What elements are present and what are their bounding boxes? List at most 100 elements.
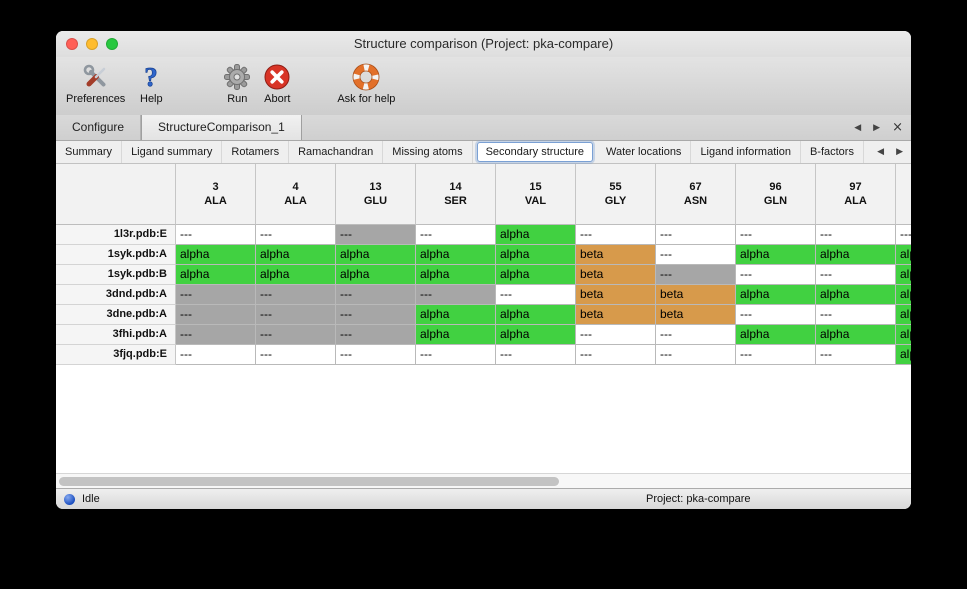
tab-water-locations[interactable]: Water locations	[597, 141, 692, 163]
doc-tabbar-tabs: Configure StructureComparison_1	[56, 115, 911, 140]
table-cell: beta	[576, 285, 656, 305]
view-scroll-right-icon[interactable]: ▶	[896, 147, 903, 157]
column-header	[896, 164, 911, 225]
toolbar-item-label: Help	[140, 93, 163, 105]
table-cell: ---	[336, 285, 416, 305]
table-cell: ---	[256, 305, 336, 325]
table-cell: alpha	[496, 225, 576, 245]
table-cell: ---	[656, 345, 736, 365]
table-cell: alpha	[336, 265, 416, 285]
view-tabbar-tabs: Summary Ligand summary Rotamers Ramachandra…	[56, 141, 864, 163]
toolbar-ask-for-help-button[interactable]: Ask for help	[337, 62, 395, 105]
row-header: 3dnd.pdb:A	[56, 285, 176, 305]
toolbar-abort-button[interactable]: Abort	[262, 62, 292, 105]
table-cell: ---	[176, 285, 256, 305]
tab-close-icon[interactable]: ×	[892, 120, 903, 135]
table-cell: alpha	[896, 305, 911, 325]
table-cell: ---	[576, 225, 656, 245]
zoom-button[interactable]	[106, 38, 118, 50]
toolbar-item-label: Abort	[264, 93, 291, 105]
minimize-button[interactable]	[86, 38, 98, 50]
row-header: 1syk.pdb:A	[56, 245, 176, 265]
table-cell: alpha	[416, 305, 496, 325]
table-cell: alpha	[816, 325, 896, 345]
column-header: 14 SER	[416, 164, 496, 225]
table-cell: alpha	[816, 245, 896, 265]
table-cell: ---	[416, 225, 496, 245]
view-scroll-left-icon[interactable]: ◀	[877, 147, 885, 157]
table-cell: alpha	[896, 325, 911, 345]
table-row: 3fhi.pdb:A --- --- --- alpha alpha --- --- alpha…	[56, 325, 911, 345]
table-cell: ---	[816, 305, 896, 325]
status-indicator-icon	[64, 494, 75, 505]
toolbar-run-button[interactable]: Run	[222, 62, 252, 105]
tab-rotamers[interactable]: Rotamers	[222, 141, 290, 163]
tab-summary[interactable]: Summary	[56, 141, 123, 163]
app-window: Structure comparison (Project: pka-compa…	[56, 31, 911, 509]
table-cell: ---	[336, 325, 416, 345]
column-header: 55 GLY	[576, 164, 656, 225]
table-cell: ---	[496, 345, 576, 365]
table-cell: ---	[736, 305, 816, 325]
tab-ligand-summary[interactable]: Ligand summary	[122, 141, 223, 163]
title-bar: Structure comparison (Project: pka-compa…	[56, 31, 911, 57]
column-header: 13 GLU	[336, 164, 416, 225]
table-cell: beta	[576, 245, 656, 265]
table-cell: ---	[656, 265, 736, 285]
window-title: Structure comparison (Project: pka-compa…	[353, 36, 614, 51]
tab-configure[interactable]: Configure	[56, 115, 142, 140]
table-cell: beta	[576, 265, 656, 285]
view-tab-nav: ◀ ▶	[877, 141, 903, 163]
table-cell: beta	[576, 305, 656, 325]
table-cell: alpha	[736, 325, 816, 345]
close-button[interactable]	[66, 38, 78, 50]
question-icon: ?	[136, 62, 166, 92]
tab-b-factors[interactable]: B-factors	[801, 141, 864, 163]
table-cell: ---	[256, 285, 336, 305]
table-cell: alpha	[256, 245, 336, 265]
table-cell: ---	[736, 345, 816, 365]
table-cell: ---	[656, 225, 736, 245]
table-cell: ---	[816, 265, 896, 285]
horizontal-scrollbar[interactable]	[56, 473, 911, 488]
tab-scroll-left-icon[interactable]: ◀	[854, 122, 862, 133]
tab-scroll-right-icon[interactable]: ▶	[873, 122, 881, 133]
abort-icon	[262, 62, 292, 92]
window-controls	[66, 38, 118, 50]
table-cell: ---	[816, 345, 896, 365]
horizontal-scrollbar-thumb[interactable]	[59, 477, 559, 486]
table-cell: alpha	[496, 265, 576, 285]
toolbar-preferences-button[interactable]: Preferences	[66, 62, 125, 105]
toolbar-help-button[interactable]: ? Help	[136, 62, 166, 105]
column-header: 4 ALA	[256, 164, 336, 225]
table-cell: alpha	[176, 265, 256, 285]
table-cell: ---	[576, 325, 656, 345]
secondary-structure-table: 3 ALA 4 ALA 13 GLU 14 SER 15 VAL 55 GLY 67 ASN 96 GLN 97…	[56, 164, 911, 473]
table-cell: ---	[496, 285, 576, 305]
doc-tab-nav: ◀ ▶ ×	[854, 115, 903, 140]
table-row: 1l3r.pdb:E --- --- --- --- alpha --- --- --- --- -…	[56, 225, 911, 245]
table-corner-cell	[56, 164, 176, 225]
view-tabbar: Summary Ligand summary Rotamers Ramachandra…	[56, 141, 911, 164]
tab-secondary-structure[interactable]: Secondary structure	[476, 142, 594, 162]
tab-ramachandran[interactable]: Ramachandran	[289, 141, 384, 163]
table-cell: ---	[256, 225, 336, 245]
tab-ligand-information[interactable]: Ligand information	[691, 141, 801, 163]
table-row: 3fjq.pdb:E---------------------------alp…	[56, 345, 911, 365]
table-row: 1syk.pdb:A alpha alpha alpha alpha alpha beta -…	[56, 245, 911, 265]
table-row: 3dne.pdb:A --- --- --- alpha alpha beta beta ---…	[56, 305, 911, 325]
table-cell: ---	[736, 225, 816, 245]
lifebuoy-icon	[351, 62, 381, 92]
table-cell: ---	[256, 325, 336, 345]
svg-text:?: ?	[145, 63, 159, 91]
table-header: 3 ALA 4 ALA 13 GLU 14 SER 15 VAL 55 GLY 67 ASN 96 GLN 97…	[56, 164, 911, 225]
table-cell: ---	[256, 345, 336, 365]
status-text: Idle	[82, 493, 100, 505]
table-cell: beta	[656, 285, 736, 305]
table-cell: alpha	[176, 245, 256, 265]
tools-icon	[81, 62, 111, 92]
tab-missing-atoms[interactable]: Missing atoms	[383, 141, 473, 163]
table-cell: alpha	[896, 285, 911, 305]
table-cell: ---	[416, 345, 496, 365]
tab-structurecomparison-1[interactable]: StructureComparison_1	[141, 115, 302, 140]
